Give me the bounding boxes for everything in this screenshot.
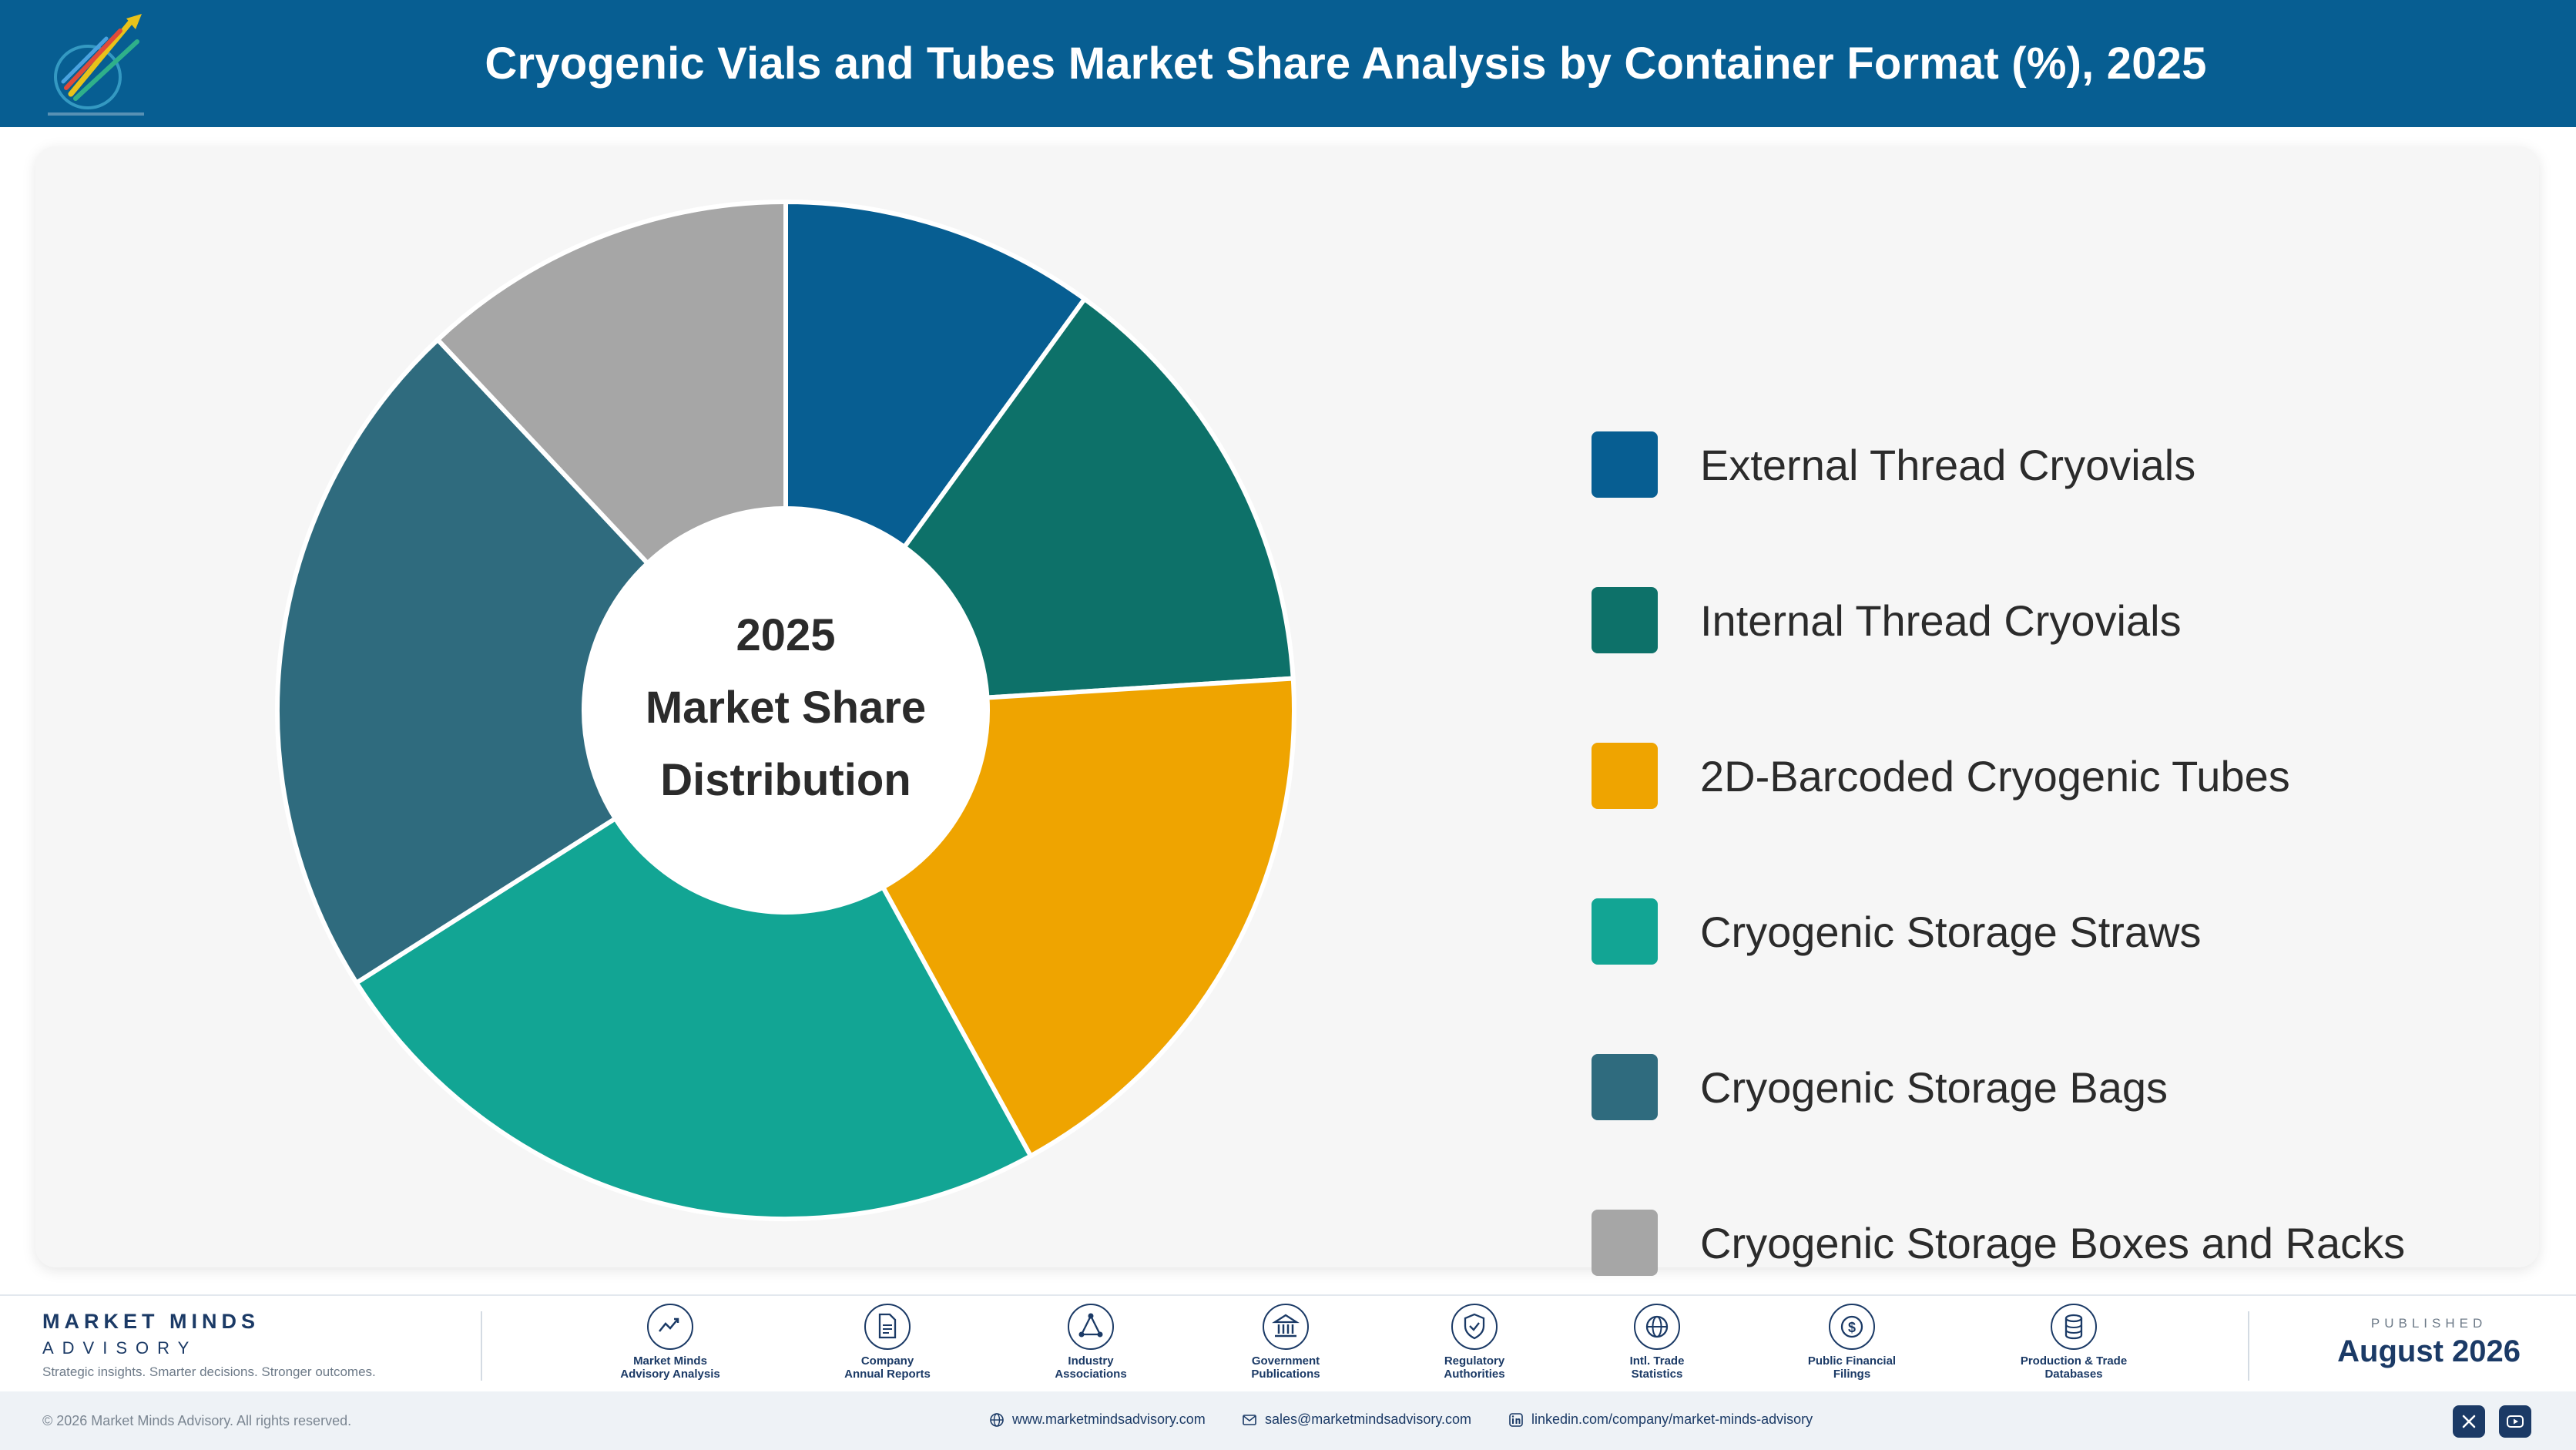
source-label: Industry Associations	[1055, 1354, 1127, 1381]
source-label: Market Minds Advisory Analysis	[620, 1354, 720, 1381]
legend-label: External Thread Cryovials	[1700, 440, 2196, 489]
globe-icon	[990, 1412, 1004, 1427]
trend-line-icon	[647, 1304, 693, 1350]
center-label-line-3: Distribution	[660, 755, 911, 805]
legend-swatch	[1592, 431, 1658, 498]
legend-item-1: External Thread Cryovials	[1592, 431, 2195, 498]
email-text: sales@marketmindsadvisory.com	[1265, 1411, 1472, 1427]
published-block: PUBLISHED August 2026	[2337, 1316, 2521, 1369]
legend-swatch	[1592, 898, 1658, 965]
source-item-7: $ Public Financial Filings	[1759, 1304, 1944, 1381]
legend-label: Cryogenic Storage Boxes and Racks	[1700, 1218, 2406, 1267]
center-label-line-1: 2025	[736, 610, 835, 660]
x-social-button[interactable]	[2453, 1405, 2485, 1438]
legend-item-6: Cryogenic Storage Boxes and Racks	[1592, 1210, 2405, 1276]
source-item-3: Industry Associations	[998, 1304, 1183, 1381]
brand-name: MARKET MINDS	[42, 1310, 260, 1333]
chart-title: Cryogenic Vials and Tubes Market Share A…	[485, 39, 2207, 89]
legend-item-4: Cryogenic Storage Straws	[1592, 898, 2202, 965]
pen-nib-logo-icon	[48, 14, 144, 116]
youtube-icon	[2507, 1415, 2524, 1428]
mail-icon	[1243, 1414, 1256, 1425]
globe-icon	[1634, 1304, 1680, 1350]
chart-card: 2025 Market Share Distribution External Th…	[35, 146, 2539, 1276]
source-item-6: Intl. Trade Statistics	[1565, 1304, 1749, 1381]
database-icon	[2051, 1304, 2097, 1350]
legend-swatch	[1592, 587, 1658, 653]
dollar-coin-icon: $	[1829, 1304, 1875, 1350]
copyright-text: © 2026 Market Minds Advisory. All rights…	[42, 1413, 352, 1428]
footer-sources-bar: MARKET MINDS ADVISORY Strategic insights…	[0, 1294, 2576, 1393]
footer-divider-right	[2248, 1311, 2249, 1381]
donut-chart: 2025 Market Share Distribution	[275, 199, 1297, 1221]
published-label: PUBLISHED	[2370, 1316, 2487, 1331]
source-label: Production & Trade Databases	[2020, 1354, 2128, 1381]
document-icon	[864, 1304, 911, 1350]
youtube-social-button[interactable]	[2499, 1405, 2531, 1438]
center-label-line-2: Market Share	[646, 683, 926, 733]
legend-label: Cryogenic Storage Bags	[1700, 1062, 2168, 1112]
linkedin-text: linkedin.com/company/market-minds-adviso…	[1531, 1411, 1813, 1427]
svg-text:$: $	[1848, 1320, 1856, 1335]
brand-subtitle: ADVISORY	[42, 1338, 198, 1358]
footer-brand: MARKET MINDS ADVISORY Strategic insights…	[42, 1310, 376, 1380]
linkedin-link[interactable]: linkedin.com/company/market-minds-adviso…	[1508, 1411, 1813, 1428]
legend-item-3: 2D-Barcoded Cryogenic Tubes	[1592, 743, 2290, 809]
source-label: Intl. Trade Statistics	[1629, 1354, 1685, 1381]
header-bar: Cryogenic Vials and Tubes Market Share A…	[0, 0, 2576, 127]
source-item-5: Regulatory Authorities	[1382, 1304, 1567, 1381]
legend-label: 2D-Barcoded Cryogenic Tubes	[1700, 751, 2290, 801]
source-label: Company Annual Reports	[844, 1354, 931, 1381]
legend-item-5: Cryogenic Storage Bags	[1592, 1054, 2168, 1120]
shield-check-icon	[1451, 1304, 1498, 1350]
website-link[interactable]: www.marketmindsadvisory.com	[989, 1411, 1206, 1428]
legend-swatch	[1592, 743, 1658, 809]
legend-item-2: Internal Thread Cryovials	[1592, 587, 2182, 653]
linkedin-icon	[1509, 1412, 1523, 1427]
brand-tagline: Strategic insights. Smarter decisions. S…	[42, 1364, 376, 1379]
bank-icon	[1263, 1304, 1309, 1350]
footer-divider-left	[481, 1311, 482, 1381]
network-icon	[1068, 1304, 1114, 1350]
published-date: August 2026	[2337, 1334, 2521, 1368]
website-text: www.marketmindsadvisory.com	[1012, 1411, 1206, 1427]
source-item-8: Production & Trade Databases	[1981, 1304, 2166, 1381]
legend-label: Cryogenic Storage Straws	[1700, 907, 2202, 956]
legend-swatch	[1592, 1054, 1658, 1120]
source-label: Regulatory Authorities	[1444, 1354, 1505, 1381]
source-item-2: Company Annual Reports	[795, 1304, 980, 1381]
email-link[interactable]: sales@marketmindsadvisory.com	[1242, 1411, 1471, 1428]
footer-contact-bar: © 2026 Market Minds Advisory. All rights…	[0, 1391, 2576, 1450]
source-item-1: Market Minds Advisory Analysis	[578, 1304, 763, 1381]
source-label: Public Financial Filings	[1807, 1354, 1897, 1381]
source-item-4: Government Publications	[1193, 1304, 1378, 1381]
source-label: Government Publications	[1251, 1354, 1320, 1381]
legend-swatch	[1592, 1210, 1658, 1276]
legend-label: Internal Thread Cryovials	[1700, 596, 2182, 645]
x-icon	[2462, 1415, 2476, 1428]
donut-hole	[584, 509, 988, 912]
